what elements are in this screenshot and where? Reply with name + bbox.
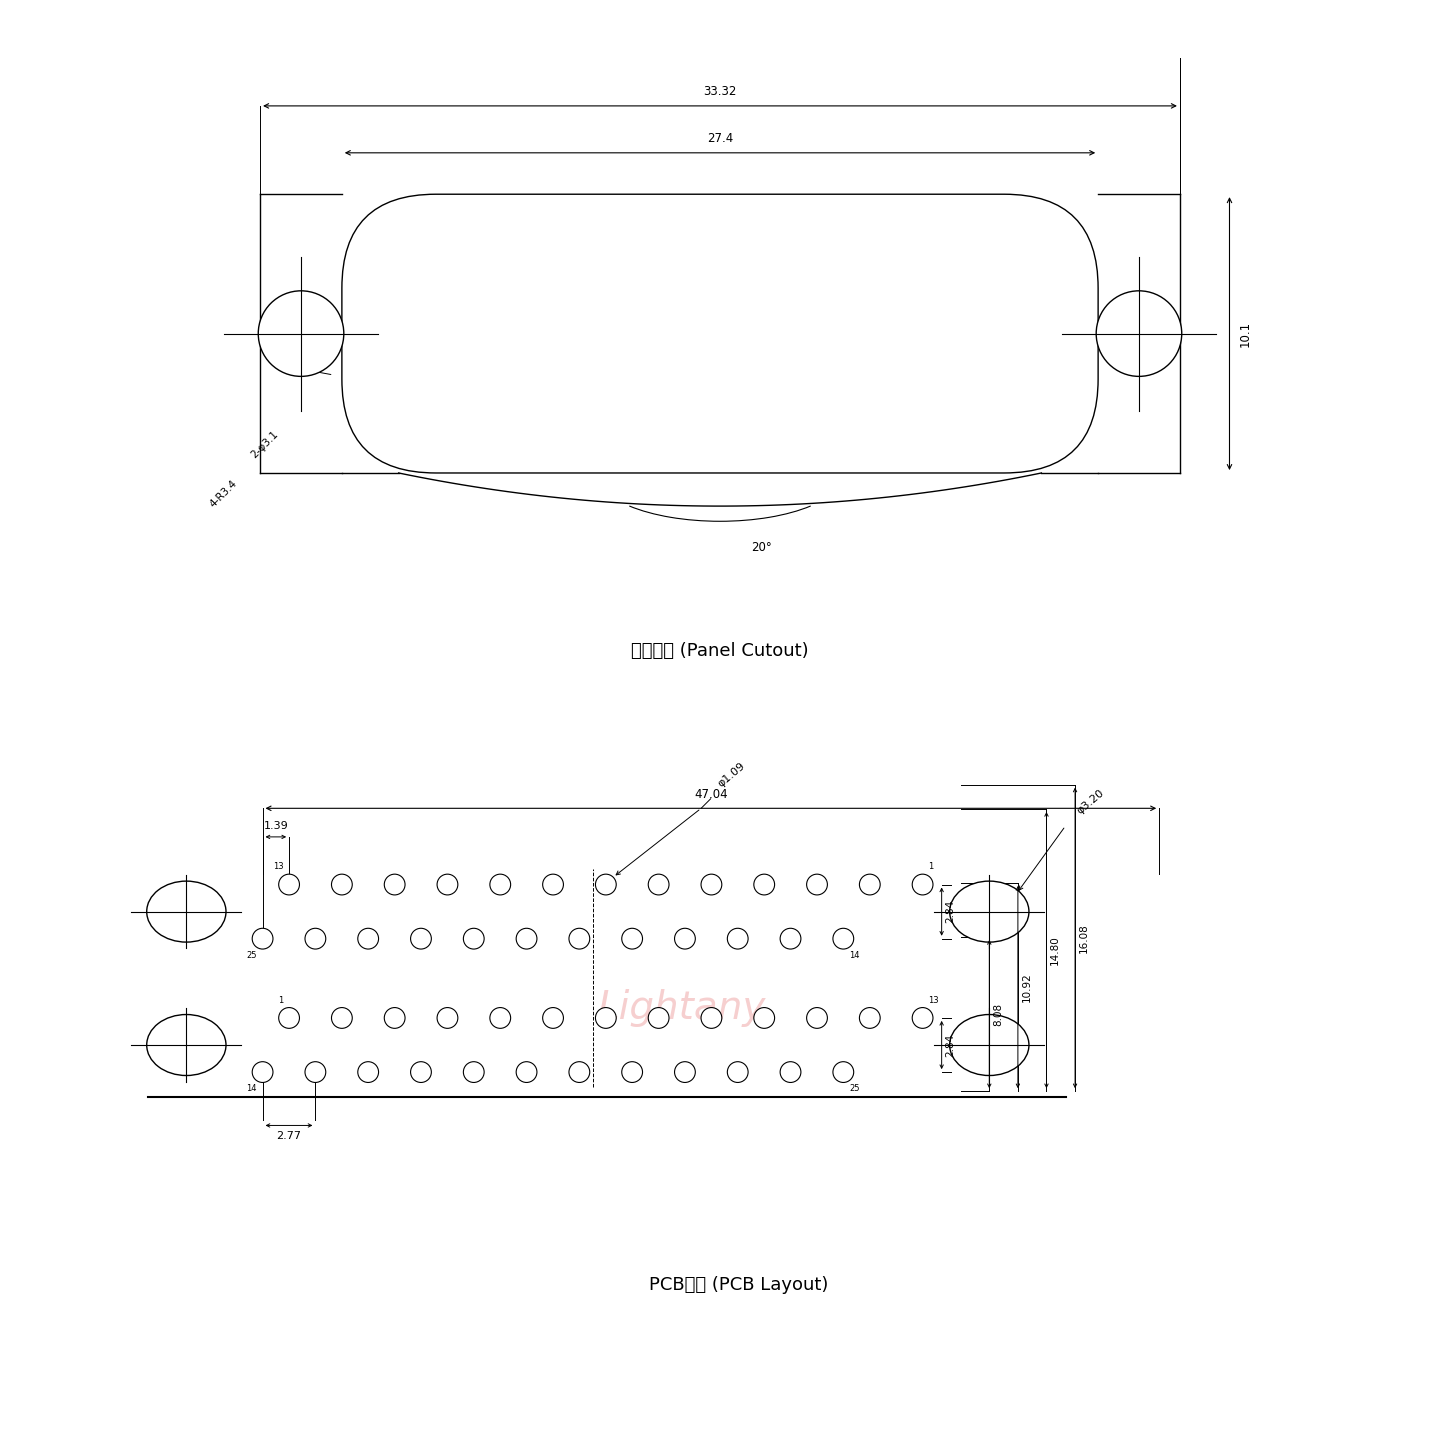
- Circle shape: [596, 874, 616, 894]
- Circle shape: [860, 874, 880, 894]
- Circle shape: [357, 1061, 379, 1083]
- Text: 14.80: 14.80: [1050, 935, 1060, 965]
- Text: 2.84: 2.84: [946, 1034, 956, 1057]
- Circle shape: [648, 874, 670, 894]
- Circle shape: [410, 929, 432, 949]
- Circle shape: [279, 1008, 300, 1028]
- Circle shape: [331, 874, 353, 894]
- Text: 1.39: 1.39: [264, 821, 288, 831]
- Circle shape: [543, 874, 563, 894]
- Circle shape: [305, 929, 325, 949]
- Circle shape: [832, 1061, 854, 1083]
- Circle shape: [258, 291, 344, 376]
- Circle shape: [832, 929, 854, 949]
- Text: 33.32: 33.32: [703, 85, 737, 98]
- Circle shape: [490, 874, 511, 894]
- Circle shape: [596, 1008, 616, 1028]
- Circle shape: [543, 1008, 563, 1028]
- Circle shape: [727, 929, 749, 949]
- Text: 1: 1: [278, 995, 284, 1005]
- Text: 14: 14: [850, 950, 860, 960]
- Text: 2-φ3.1: 2-φ3.1: [249, 429, 281, 459]
- Text: φ3.20: φ3.20: [1076, 788, 1106, 816]
- Circle shape: [806, 874, 828, 894]
- Circle shape: [384, 874, 405, 894]
- Circle shape: [464, 929, 484, 949]
- Text: 27.4: 27.4: [707, 131, 733, 144]
- Circle shape: [912, 1008, 933, 1028]
- Ellipse shape: [949, 1015, 1030, 1076]
- Circle shape: [622, 929, 642, 949]
- Circle shape: [753, 1008, 775, 1028]
- Text: 面板开孔 (Panel Cutout): 面板开孔 (Panel Cutout): [631, 642, 809, 660]
- Text: 2.77: 2.77: [276, 1132, 301, 1140]
- Circle shape: [357, 929, 379, 949]
- Text: 25: 25: [246, 950, 256, 960]
- Circle shape: [410, 1061, 432, 1083]
- Text: φ1.09: φ1.09: [716, 760, 747, 789]
- Text: 2.84: 2.84: [946, 900, 956, 923]
- Text: 13: 13: [272, 863, 284, 871]
- Text: 1: 1: [929, 863, 933, 871]
- Text: 20°: 20°: [752, 540, 772, 553]
- Circle shape: [780, 1061, 801, 1083]
- Circle shape: [1096, 291, 1182, 376]
- Circle shape: [438, 1008, 458, 1028]
- Text: 25: 25: [850, 1084, 860, 1093]
- Circle shape: [806, 1008, 828, 1028]
- Circle shape: [622, 1061, 642, 1083]
- Circle shape: [384, 1008, 405, 1028]
- Circle shape: [516, 1061, 537, 1083]
- Circle shape: [438, 874, 458, 894]
- Circle shape: [674, 1061, 696, 1083]
- Circle shape: [516, 929, 537, 949]
- Text: 8.08: 8.08: [994, 1002, 1004, 1025]
- Circle shape: [305, 1061, 325, 1083]
- Text: 47.04: 47.04: [694, 788, 727, 801]
- Circle shape: [701, 874, 721, 894]
- Circle shape: [912, 874, 933, 894]
- Ellipse shape: [147, 1015, 226, 1076]
- Circle shape: [648, 1008, 670, 1028]
- Text: 4-R3.4: 4-R3.4: [207, 478, 239, 510]
- Circle shape: [727, 1061, 749, 1083]
- Text: PCB布局 (PCB Layout): PCB布局 (PCB Layout): [649, 1276, 829, 1293]
- Text: 14: 14: [246, 1084, 256, 1093]
- Text: 10.92: 10.92: [1022, 972, 1031, 1002]
- Circle shape: [490, 1008, 511, 1028]
- Circle shape: [569, 1061, 590, 1083]
- Ellipse shape: [147, 881, 226, 942]
- Circle shape: [860, 1008, 880, 1028]
- Text: Lightany: Lightany: [598, 989, 766, 1027]
- Circle shape: [252, 929, 274, 949]
- Circle shape: [674, 929, 696, 949]
- Text: 16.08: 16.08: [1079, 923, 1089, 953]
- Circle shape: [753, 874, 775, 894]
- Ellipse shape: [949, 881, 1030, 942]
- Text: 13: 13: [929, 995, 939, 1005]
- Circle shape: [780, 929, 801, 949]
- Circle shape: [701, 1008, 721, 1028]
- Text: 10.1: 10.1: [1240, 321, 1253, 347]
- Circle shape: [569, 929, 590, 949]
- Circle shape: [464, 1061, 484, 1083]
- Circle shape: [331, 1008, 353, 1028]
- FancyBboxPatch shape: [341, 194, 1099, 472]
- Text: Lightany: Lightany: [636, 301, 804, 338]
- Circle shape: [279, 874, 300, 894]
- Circle shape: [252, 1061, 274, 1083]
